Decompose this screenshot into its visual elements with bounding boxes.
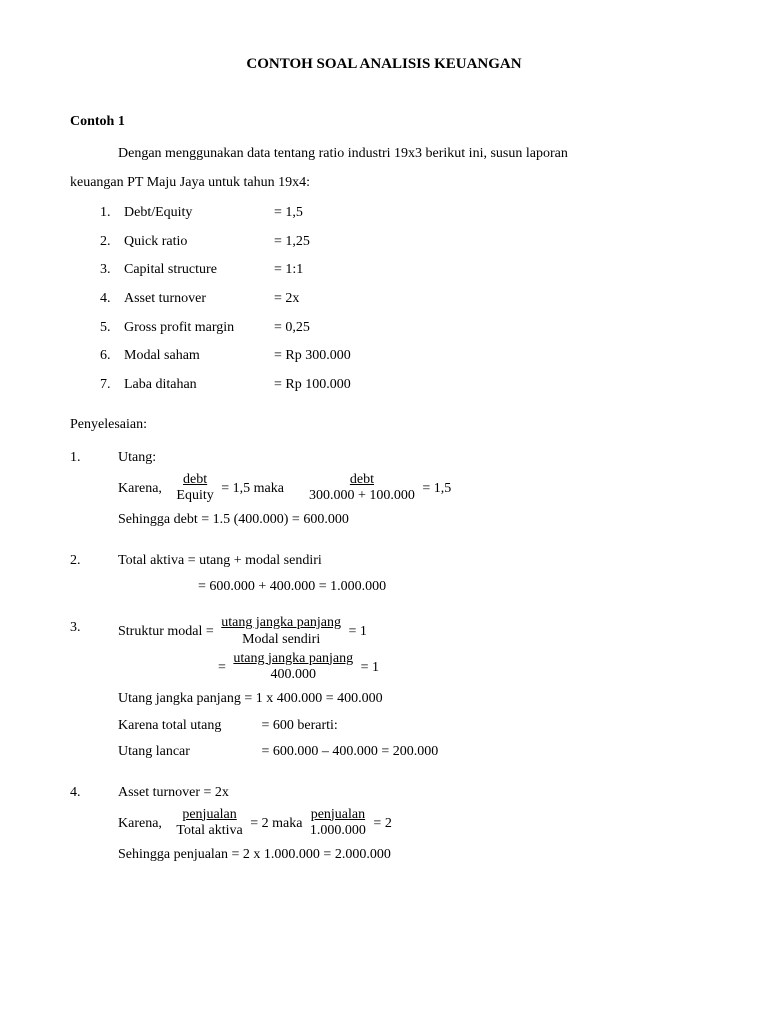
page-title: CONTOH SOAL ANALISIS KEUANGAN <box>70 50 698 79</box>
solution-4: 4. Asset turnover = 2x Karena, penjualan… <box>70 780 698 869</box>
sol1-frac2-bot: 300.000 + 100.000 <box>305 488 419 505</box>
ratio-num: 3. <box>100 257 124 284</box>
ratio-label: Modal saham <box>124 343 274 370</box>
sol4-karena: Karena, <box>118 816 162 831</box>
sol4-mid2: = 2 <box>373 816 391 831</box>
ratio-row: 5.Gross profit margin= 0,25 <box>100 315 698 342</box>
sol3-line1-pre: Struktur modal = <box>118 624 217 639</box>
ratio-row: 2.Quick ratio= 1,25 <box>100 229 698 256</box>
example-header: Contoh 1 <box>70 109 698 136</box>
intro-line-2: keuangan PT Maju Jaya untuk tahun 19x4: <box>70 170 698 197</box>
ratio-label: Debt/Equity <box>124 200 274 227</box>
ratio-value: = 1:1 <box>274 257 698 284</box>
ratio-label: Capital structure <box>124 257 274 284</box>
ratio-value: = 1,25 <box>274 229 698 256</box>
sol4-frac2-top: penjualan <box>306 807 370 824</box>
ratio-value: = 0,25 <box>274 315 698 342</box>
sol3-num: 3. <box>70 615 118 686</box>
ratio-value: = Rp 300.000 <box>274 343 698 370</box>
sol4-line1: Asset turnover = 2x <box>118 780 698 807</box>
sol1-mid2: = 1,5 <box>422 481 451 496</box>
ratio-value: = 2x <box>274 286 698 313</box>
ratio-row: 7.Laba ditahan= Rp 100.000 <box>100 372 698 399</box>
sol4-frac2-bot: 1.000.000 <box>306 823 370 840</box>
sol2-line2: = 600.000 + 400.000 = 1.000.000 <box>198 574 698 601</box>
sol4-frac1-bot: Total aktiva <box>172 823 246 840</box>
ratio-label: Quick ratio <box>124 229 274 256</box>
sol3-line2-post: = 1 <box>361 660 379 675</box>
penyelesaian-label: Penyelesaian: <box>70 412 698 439</box>
sol1-frac1-bot: Equity <box>172 488 217 505</box>
sol3-line5-a: Utang lancar <box>118 739 258 766</box>
sol3-frac1-top: utang jangka panjang <box>217 615 345 632</box>
ratio-row: 1.Debt/Equity= 1,5 <box>100 200 698 227</box>
solution-3: 3. Struktur modal = utang jangka panjang… <box>70 615 698 766</box>
ratio-num: 1. <box>100 200 124 227</box>
ratio-value: = 1,5 <box>274 200 698 227</box>
sol1-frac1-top: debt <box>172 472 217 489</box>
ratio-label: Laba ditahan <box>124 372 274 399</box>
ratio-label: Asset turnover <box>124 286 274 313</box>
solution-2: 2. Total aktiva = utang + modal sendiri … <box>70 548 698 601</box>
sol3-frac2-top: utang jangka panjang <box>229 651 357 668</box>
sol4-mid1: = 2 maka <box>250 816 306 831</box>
sol2-num: 2. <box>70 548 118 601</box>
sol3-line1-post: = 1 <box>349 624 367 639</box>
ratio-row: 6.Modal saham= Rp 300.000 <box>100 343 698 370</box>
sol3-line5-b: = 600.000 – 400.000 = 200.000 <box>262 744 439 759</box>
sol3-frac2-bot: 400.000 <box>229 667 357 684</box>
sol1-num: 1. <box>70 445 118 534</box>
sol4-frac1-top: penjualan <box>172 807 246 824</box>
ratio-value: = Rp 100.000 <box>274 372 698 399</box>
ratio-num: 4. <box>100 286 124 313</box>
ratio-num: 5. <box>100 315 124 342</box>
ratio-row: 3.Capital structure= 1:1 <box>100 257 698 284</box>
ratio-label: Gross profit margin <box>124 315 274 342</box>
sol3-line4-a: Karena total utang <box>118 713 258 740</box>
sol1-result: Sehingga debt = 1.5 (400.000) = 600.000 <box>118 507 698 534</box>
sol3-frac1-bot: Modal sendiri <box>217 632 345 649</box>
sol4-num: 4. <box>70 780 118 807</box>
sol3-line2-pre: = <box>218 660 229 675</box>
ratio-num: 6. <box>100 343 124 370</box>
sol1-mid1: = 1,5 maka <box>221 481 287 496</box>
sol1-karena: Karena, <box>118 481 162 496</box>
ratio-list: 1.Debt/Equity= 1,52.Quick ratio= 1,253.C… <box>100 200 698 398</box>
sol2-line1: Total aktiva = utang + modal sendiri <box>118 548 698 575</box>
sol1-frac2-top: debt <box>305 472 419 489</box>
intro-line-1: Dengan menggunakan data tentang ratio in… <box>70 141 698 168</box>
sol3-line4-b: = 600 berarti: <box>262 718 338 733</box>
sol3-line3: Utang jangka panjang = 1 x 400.000 = 400… <box>118 686 698 713</box>
sol4-result: Sehingga penjualan = 2 x 1.000.000 = 2.0… <box>118 842 698 869</box>
ratio-row: 4.Asset turnover= 2x <box>100 286 698 313</box>
sol1-header: Utang: <box>118 445 698 472</box>
ratio-num: 7. <box>100 372 124 399</box>
ratio-num: 2. <box>100 229 124 256</box>
solution-1: 1. Utang: Karena, debt Equity = 1,5 maka… <box>70 445 698 534</box>
